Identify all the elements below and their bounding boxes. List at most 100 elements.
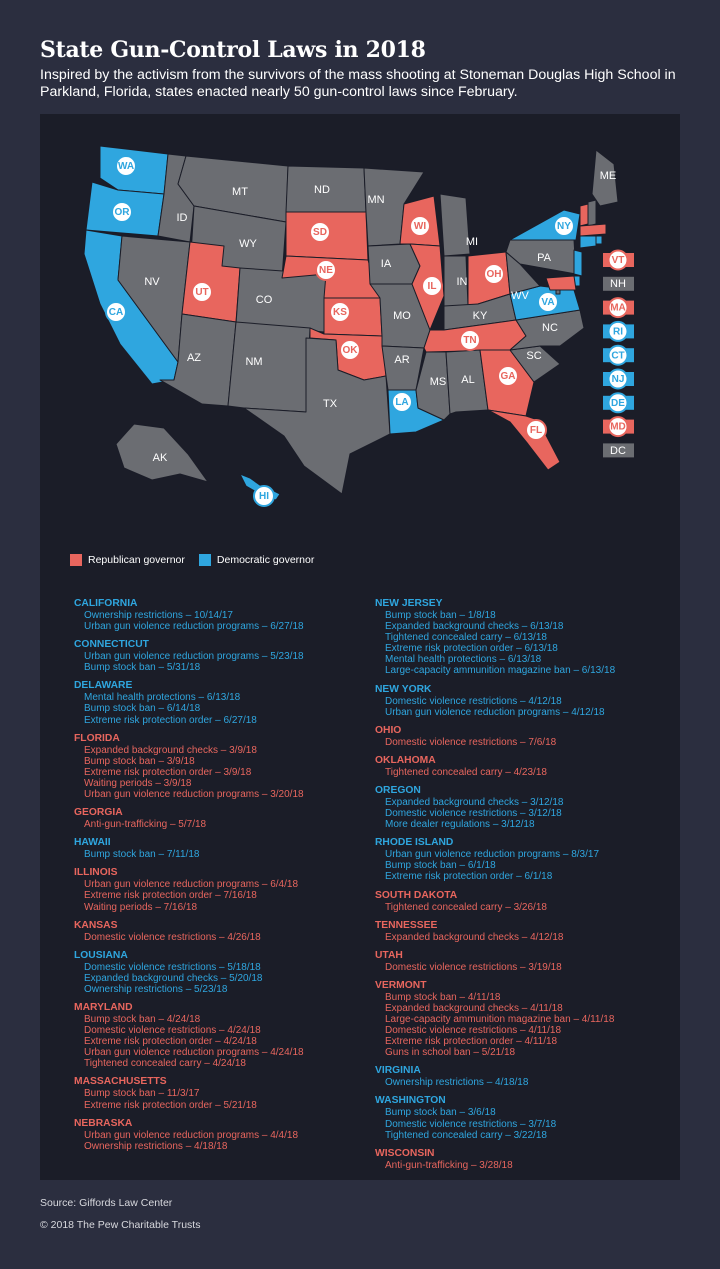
law-item: Extreme risk protection order – 6/13/18 [385, 643, 558, 655]
state-label-mi: MI [466, 236, 478, 248]
state-marker-ut [191, 281, 213, 303]
law-item: Expanded background checks – 3/12/18 [385, 796, 564, 808]
state-law-entry: LOUSIANA Domestic violence restrictions –… [74, 950, 374, 995]
state-name: OKLAHOMA [375, 754, 436, 766]
law-item: Bump stock ban – 11/3/17 [84, 1088, 200, 1100]
state-law-entry: VIRGINIA Ownership restrictions – 4/18/18 [375, 1065, 675, 1088]
state-label-hi: HI [259, 491, 269, 502]
law-item: Mental health protections – 6/13/18 [385, 654, 542, 666]
state-label-me: ME [600, 170, 617, 182]
callout-marker-ct [607, 344, 629, 366]
law-item: Tightened concealed carry – 3/26/18 [385, 901, 547, 913]
law-item: Extreme risk protection order – 4/24/18 [84, 1036, 257, 1048]
state-label-ky: KY [473, 310, 488, 322]
callout-marker-vt [607, 249, 629, 271]
state-label-wy: WY [239, 238, 257, 250]
state-name: SOUTH DAKOTA [375, 889, 458, 901]
law-item: Ownership restrictions – 10/14/17 [84, 610, 233, 621]
state-law-entry: NEBRASKA Urban gun violence reduction pro… [74, 1118, 374, 1152]
state-law-entry: GEORGIA Anti-gun-trafficking – 5/7/18 [74, 807, 374, 830]
state-law-entry: OKLAHOMA Tightened concealed carry – 4/23… [375, 755, 675, 778]
state-label-ok: OK [343, 345, 359, 356]
source-note: Source: Giffords Law Center [40, 1197, 173, 1209]
state-nj [573, 249, 583, 277]
law-item: Tightened concealed carry – 3/22/18 [385, 1129, 547, 1141]
state-marker-ok [339, 339, 361, 361]
law-item: Extreme risk protection order – 6/27/18 [84, 714, 257, 726]
law-item: Ownership restrictions – 4/18/18 [385, 1077, 529, 1089]
state-label-fl: FL [530, 425, 542, 436]
state-label-nd: ND [314, 184, 330, 196]
law-item: Domestic violence restrictions – 7/6/18 [385, 736, 557, 748]
callout-label-md: MD [610, 422, 626, 433]
state-ri [595, 235, 603, 245]
law-item: Tightened concealed carry – 6/13/18 [385, 632, 547, 644]
state-name: VERMONT [375, 979, 427, 991]
state-law-entry: WASHINGTON Bump stock ban – 3/6/18 Domesti… [375, 1095, 675, 1140]
law-item: Urban gun violence reduction programs – … [84, 651, 304, 663]
legend: Republican governor Democratic governor [70, 554, 328, 566]
state-law-entry: SOUTH DAKOTA Tightened concealed carry – … [375, 890, 675, 913]
state-name: NEW JERSEY [375, 598, 443, 609]
state-dc [555, 289, 561, 295]
state-marker-wi [409, 215, 431, 237]
state-marker-tn [459, 329, 481, 351]
state-law-entry: CONNECTICUT Urban gun violence reduction … [74, 639, 374, 673]
state-label-ia: IA [381, 258, 392, 270]
law-item: Bump stock ban – 3/9/18 [84, 755, 195, 767]
callout-label-ct: CT [611, 350, 624, 361]
law-item: Mental health protections – 6/13/18 [84, 692, 241, 704]
state-name: WISCONSIN [375, 1147, 435, 1159]
law-item: More dealer regulations – 3/12/18 [385, 819, 535, 831]
state-label-va: VA [541, 297, 554, 308]
state-name: RHODE ISLAND [375, 837, 454, 849]
state-label-wi: WI [414, 221, 426, 232]
law-item: Expanded background checks – 5/20/18 [84, 972, 263, 984]
law-item: Domestic violence restrictions – 5/18/18 [84, 961, 261, 973]
state-name: TENNESSEE [375, 919, 438, 931]
law-item: Urban gun violence reduction programs – … [385, 849, 600, 861]
law-item: Extreme risk protection order – 7/16/18 [84, 890, 257, 902]
law-item: Expanded background checks – 4/11/18 [385, 1002, 563, 1014]
law-item: Bump stock ban – 4/24/18 [84, 1013, 201, 1025]
state-label-pa: PA [537, 252, 552, 264]
law-item: Domestic violence restrictions – 3/19/18 [385, 961, 562, 973]
state-label-ms: MS [430, 376, 447, 388]
state-me [591, 149, 619, 207]
state-label-nv: NV [144, 276, 160, 288]
state-name: KANSAS [74, 919, 118, 931]
law-item: Urban gun violence reduction programs – … [84, 1129, 299, 1141]
law-item: Ownership restrictions – 5/23/18 [84, 983, 228, 995]
law-item: Extreme risk protection order – 3/9/18 [84, 766, 252, 778]
state-label-wa: WA [118, 161, 134, 172]
state-label-az: AZ [187, 352, 201, 364]
law-item: Large-capacity ammunition magazine ban –… [385, 1013, 615, 1025]
state-marker-va [537, 291, 559, 313]
law-item: Urban gun violence reduction programs – … [84, 789, 304, 801]
callout-label-nj: NJ [612, 374, 625, 385]
state-law-entry: OREGON Expanded background checks – 3/12/… [375, 785, 675, 830]
state-label-tx: TX [323, 398, 338, 410]
callout-box-dc [603, 443, 634, 458]
state-law-entry: TENNESSEE Expanded background checks – 4/… [375, 920, 675, 943]
law-item: Bump stock ban – 6/14/18 [84, 703, 201, 715]
callout-label-vt: VT [612, 255, 625, 266]
state-label-ks: KS [333, 307, 347, 318]
law-item: Domestic violence restrictions – 4/11/18 [385, 1025, 562, 1037]
state-label-oh: OH [487, 269, 502, 280]
law-item: Extreme risk protection order – 5/21/18 [84, 1099, 257, 1111]
copyright-note: © 2018 The Pew Charitable Trusts [40, 1219, 201, 1231]
state-law-entry: HAWAII Bump stock ban – 7/11/18 [74, 837, 374, 860]
state-law-entry: WISCONSIN Anti-gun-trafficking – 3/28/18 [375, 1148, 675, 1171]
callout-marker-ma [607, 297, 629, 319]
state-label-ar: AR [394, 354, 409, 366]
law-item: Guns in school ban – 5/21/18 [385, 1047, 516, 1059]
callout-label-dc: DC [610, 445, 626, 457]
state-label-nm: NM [245, 356, 262, 368]
law-item: Domestic violence restrictions – 4/26/18 [84, 931, 261, 943]
legend-democratic: Democratic governor [198, 554, 314, 566]
state-ct [579, 235, 597, 249]
state-law-entry: FLORIDA Expanded background checks – 3/9/… [74, 733, 374, 800]
state-name: NEW YORK [375, 683, 432, 695]
state-law-entry: CALIFORNIA Ownership restrictions – 10/14… [74, 598, 374, 632]
